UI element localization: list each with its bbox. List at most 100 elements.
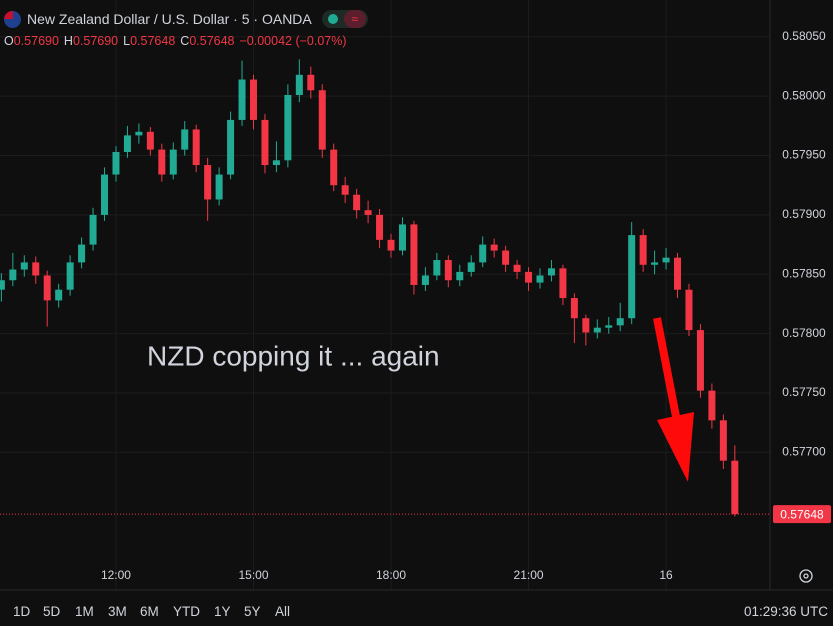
ohlc-key: C bbox=[180, 34, 190, 48]
range-button[interactable]: All bbox=[275, 604, 291, 619]
ohlc-key: O bbox=[4, 34, 14, 48]
candle-body bbox=[433, 260, 441, 276]
clock: 01:29:36 UTC bbox=[743, 604, 828, 619]
candle-body bbox=[513, 264, 521, 272]
candle-body bbox=[456, 271, 464, 281]
range-button[interactable]: 3M bbox=[108, 604, 127, 619]
candles bbox=[0, 59, 770, 517]
candle-body bbox=[364, 210, 372, 215]
candle-body bbox=[547, 268, 555, 276]
candle-body bbox=[639, 235, 647, 265]
y-tick-label: 0.57900 bbox=[782, 207, 826, 221]
candle-body bbox=[181, 129, 189, 150]
price-change: −0.00042 (−0.07%) bbox=[239, 34, 347, 48]
y-tick-label: 0.57800 bbox=[782, 326, 826, 340]
candle-body bbox=[502, 250, 510, 265]
candle-body bbox=[387, 239, 395, 251]
currency-flag bbox=[4, 10, 21, 28]
candle-body bbox=[32, 262, 40, 276]
candle-body bbox=[0, 280, 5, 290]
range-button[interactable]: 5Y bbox=[244, 604, 261, 619]
x-tick-label: 21:00 bbox=[514, 568, 544, 582]
ohlc-value: 0.57648 bbox=[130, 34, 176, 48]
range-button[interactable]: 1D bbox=[13, 604, 31, 619]
candle-body bbox=[261, 119, 269, 166]
candle-body bbox=[616, 318, 624, 326]
candle-body bbox=[559, 268, 567, 299]
candle-body bbox=[444, 260, 452, 281]
legend: New Zealand Dollar / U.S. Dollar · 5 · O… bbox=[4, 9, 368, 48]
y-tick-label: 0.57700 bbox=[782, 445, 826, 459]
settings-icon[interactable] bbox=[799, 569, 813, 583]
candle-body bbox=[55, 289, 63, 301]
ohlc-value: 0.57690 bbox=[13, 34, 59, 48]
arrow-head bbox=[657, 412, 694, 482]
range-button[interactable]: 1Y bbox=[214, 604, 231, 619]
ohlc-value: 0.57648 bbox=[189, 34, 235, 48]
candle-body bbox=[593, 327, 601, 333]
candle-body bbox=[628, 235, 636, 319]
candle-body bbox=[20, 262, 28, 270]
candle-body bbox=[318, 90, 326, 150]
candle-body bbox=[158, 149, 166, 175]
last-price-box bbox=[773, 505, 831, 524]
candle-body bbox=[112, 151, 120, 175]
candle-body bbox=[582, 318, 590, 333]
last-price-label: 0.57648 bbox=[780, 507, 824, 521]
x-tick-label: 16 bbox=[659, 568, 673, 582]
candle-body bbox=[421, 275, 429, 285]
candle-body bbox=[525, 271, 533, 283]
x-tick-label: 15:00 bbox=[238, 568, 268, 582]
candle-body bbox=[719, 420, 727, 461]
range-button[interactable]: 6M bbox=[140, 604, 159, 619]
candle-body bbox=[353, 194, 361, 211]
grid bbox=[0, 0, 770, 590]
arrow-shaft bbox=[653, 317, 683, 433]
status-toggle[interactable]: ≈ bbox=[321, 10, 368, 28]
bottom-toolbar: 01:29:36 UTC 1D 5D 1M 3M 6M YTD 1Y 5Y All bbox=[0, 600, 833, 626]
candle-body bbox=[169, 149, 177, 175]
candle-body bbox=[398, 224, 406, 251]
candle-body bbox=[376, 214, 384, 240]
candle-body bbox=[101, 174, 109, 215]
candle-body bbox=[307, 74, 315, 91]
candle-body bbox=[135, 131, 143, 136]
candle-body bbox=[490, 244, 498, 251]
x-tick-label: 12:00 bbox=[101, 568, 131, 582]
y-tick-label: 0.57750 bbox=[782, 385, 826, 399]
candle-body bbox=[204, 165, 212, 200]
candle-body bbox=[9, 269, 17, 281]
candle-body bbox=[662, 257, 670, 263]
candle-body bbox=[651, 262, 659, 265]
ohlc-value: 0.57690 bbox=[72, 34, 119, 48]
candle-body bbox=[146, 131, 154, 150]
arrow bbox=[653, 317, 694, 482]
candle-body bbox=[89, 214, 97, 245]
candle-body bbox=[78, 244, 86, 263]
candle-body bbox=[479, 244, 487, 263]
candle-body bbox=[295, 74, 303, 95]
range-button[interactable]: 1M bbox=[75, 604, 94, 619]
candle-body bbox=[685, 289, 693, 331]
candle-body bbox=[467, 262, 475, 272]
candle-body bbox=[708, 390, 716, 421]
range-button[interactable]: YTD bbox=[173, 604, 200, 619]
y-tick-label: 0.57850 bbox=[782, 266, 826, 280]
candle-body bbox=[123, 135, 131, 152]
candle-body bbox=[227, 119, 235, 175]
candle-body bbox=[570, 298, 578, 319]
candle-body bbox=[192, 129, 200, 166]
range-button[interactable]: 5D bbox=[43, 604, 61, 619]
x-tick-label: 18:00 bbox=[376, 568, 406, 582]
candle-body bbox=[330, 149, 338, 186]
candle-body bbox=[272, 160, 280, 166]
y-tick-label: 0.57950 bbox=[782, 148, 826, 162]
candle-body bbox=[731, 460, 739, 515]
candle-body bbox=[341, 185, 349, 195]
ohlc-key: L bbox=[123, 34, 131, 48]
annotation: NZD copping it ... again bbox=[147, 340, 440, 371]
ohlc-row: O0.57690 H0.57690 L0.57648 C0.57648 −0.00042… bbox=[4, 34, 368, 48]
symbol-title[interactable]: New Zealand Dollar / U.S. Dollar · 5 · O… bbox=[27, 11, 312, 27]
candle-body bbox=[249, 79, 257, 120]
